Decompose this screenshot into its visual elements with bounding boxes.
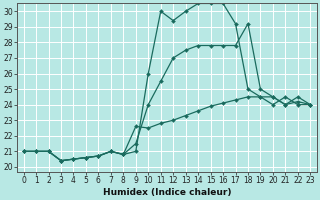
X-axis label: Humidex (Indice chaleur): Humidex (Indice chaleur)	[103, 188, 231, 197]
